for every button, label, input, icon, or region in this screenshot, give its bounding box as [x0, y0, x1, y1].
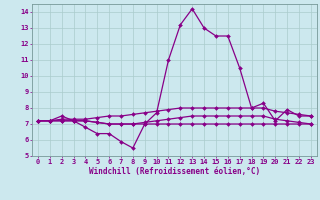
X-axis label: Windchill (Refroidissement éolien,°C): Windchill (Refroidissement éolien,°C): [89, 167, 260, 176]
